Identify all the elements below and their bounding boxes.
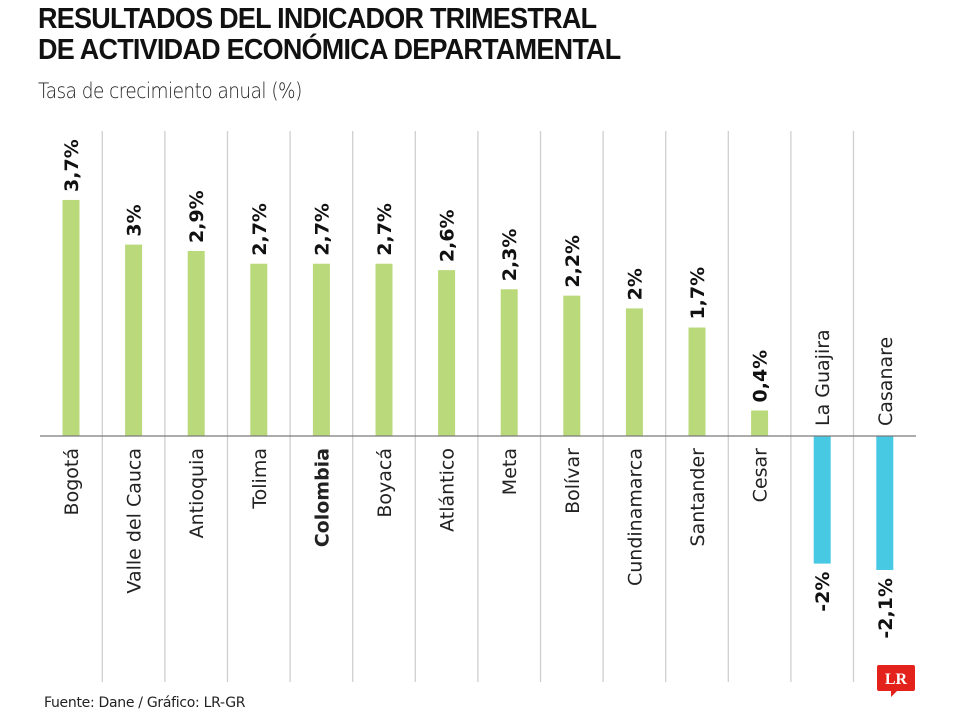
bar — [125, 244, 143, 436]
category-label: Tolima — [249, 448, 271, 510]
category-label: Boyacá — [374, 448, 396, 518]
category-label: Antioquia — [186, 448, 208, 538]
data-label: -2% — [812, 572, 834, 612]
bar — [500, 289, 518, 436]
bar — [563, 295, 581, 436]
bar — [62, 199, 80, 436]
category-label: Colombia — [311, 448, 333, 547]
data-label: 2,7% — [311, 203, 333, 256]
bar — [438, 270, 456, 436]
data-label: 0,4% — [750, 350, 772, 403]
data-label: 1,7% — [687, 267, 709, 320]
chart-title-line-2: DE ACTIVIDAD ECONÓMICA DEPARTAMENTAL — [38, 34, 621, 66]
bar — [312, 263, 330, 436]
bar — [876, 436, 894, 570]
category-label: Meta — [499, 448, 521, 495]
lr-logo-icon: LR — [877, 665, 915, 697]
data-label: 2,6% — [437, 209, 459, 262]
data-label: -2,1% — [875, 578, 897, 639]
bar — [375, 263, 393, 436]
chart-subtitle: Tasa de crecimiento anual (%) — [38, 79, 302, 103]
bar — [688, 327, 706, 436]
category-label: Bogotá — [61, 448, 83, 515]
data-label: 2,9% — [186, 190, 208, 243]
data-label: 2,7% — [249, 203, 271, 256]
chart-title: RESULTADOS DEL INDICADOR TRIMESTRAL DE A… — [38, 4, 621, 66]
logo-text: LR — [885, 671, 908, 688]
category-label: Cundinamarca — [624, 448, 646, 586]
data-label: 3% — [124, 204, 146, 236]
bar — [625, 308, 643, 436]
category-label: Atlántico — [437, 448, 459, 532]
chart-title-line-1: RESULTADOS DEL INDICADOR TRIMESTRAL — [38, 3, 597, 35]
category-label: Valle del Cauca — [124, 448, 146, 594]
data-label: 3,7% — [61, 139, 83, 192]
category-label: Cesar — [750, 448, 772, 502]
data-label: 2,2% — [562, 235, 584, 288]
category-label: Santander — [687, 448, 709, 547]
data-label: 2,7% — [374, 203, 396, 256]
bar — [187, 250, 205, 436]
source-note: Fuente: Dane / Gráfico: LR-GR — [44, 695, 246, 711]
bar — [250, 263, 268, 436]
category-label: Bolívar — [562, 448, 584, 514]
data-label: 2,3% — [499, 229, 521, 282]
category-label: La Guajira — [812, 329, 834, 426]
bar — [751, 410, 769, 436]
bar — [813, 436, 831, 564]
data-label: 2% — [624, 268, 646, 300]
logo-speech-bubble — [877, 665, 915, 697]
category-label: Casanare — [875, 337, 897, 426]
